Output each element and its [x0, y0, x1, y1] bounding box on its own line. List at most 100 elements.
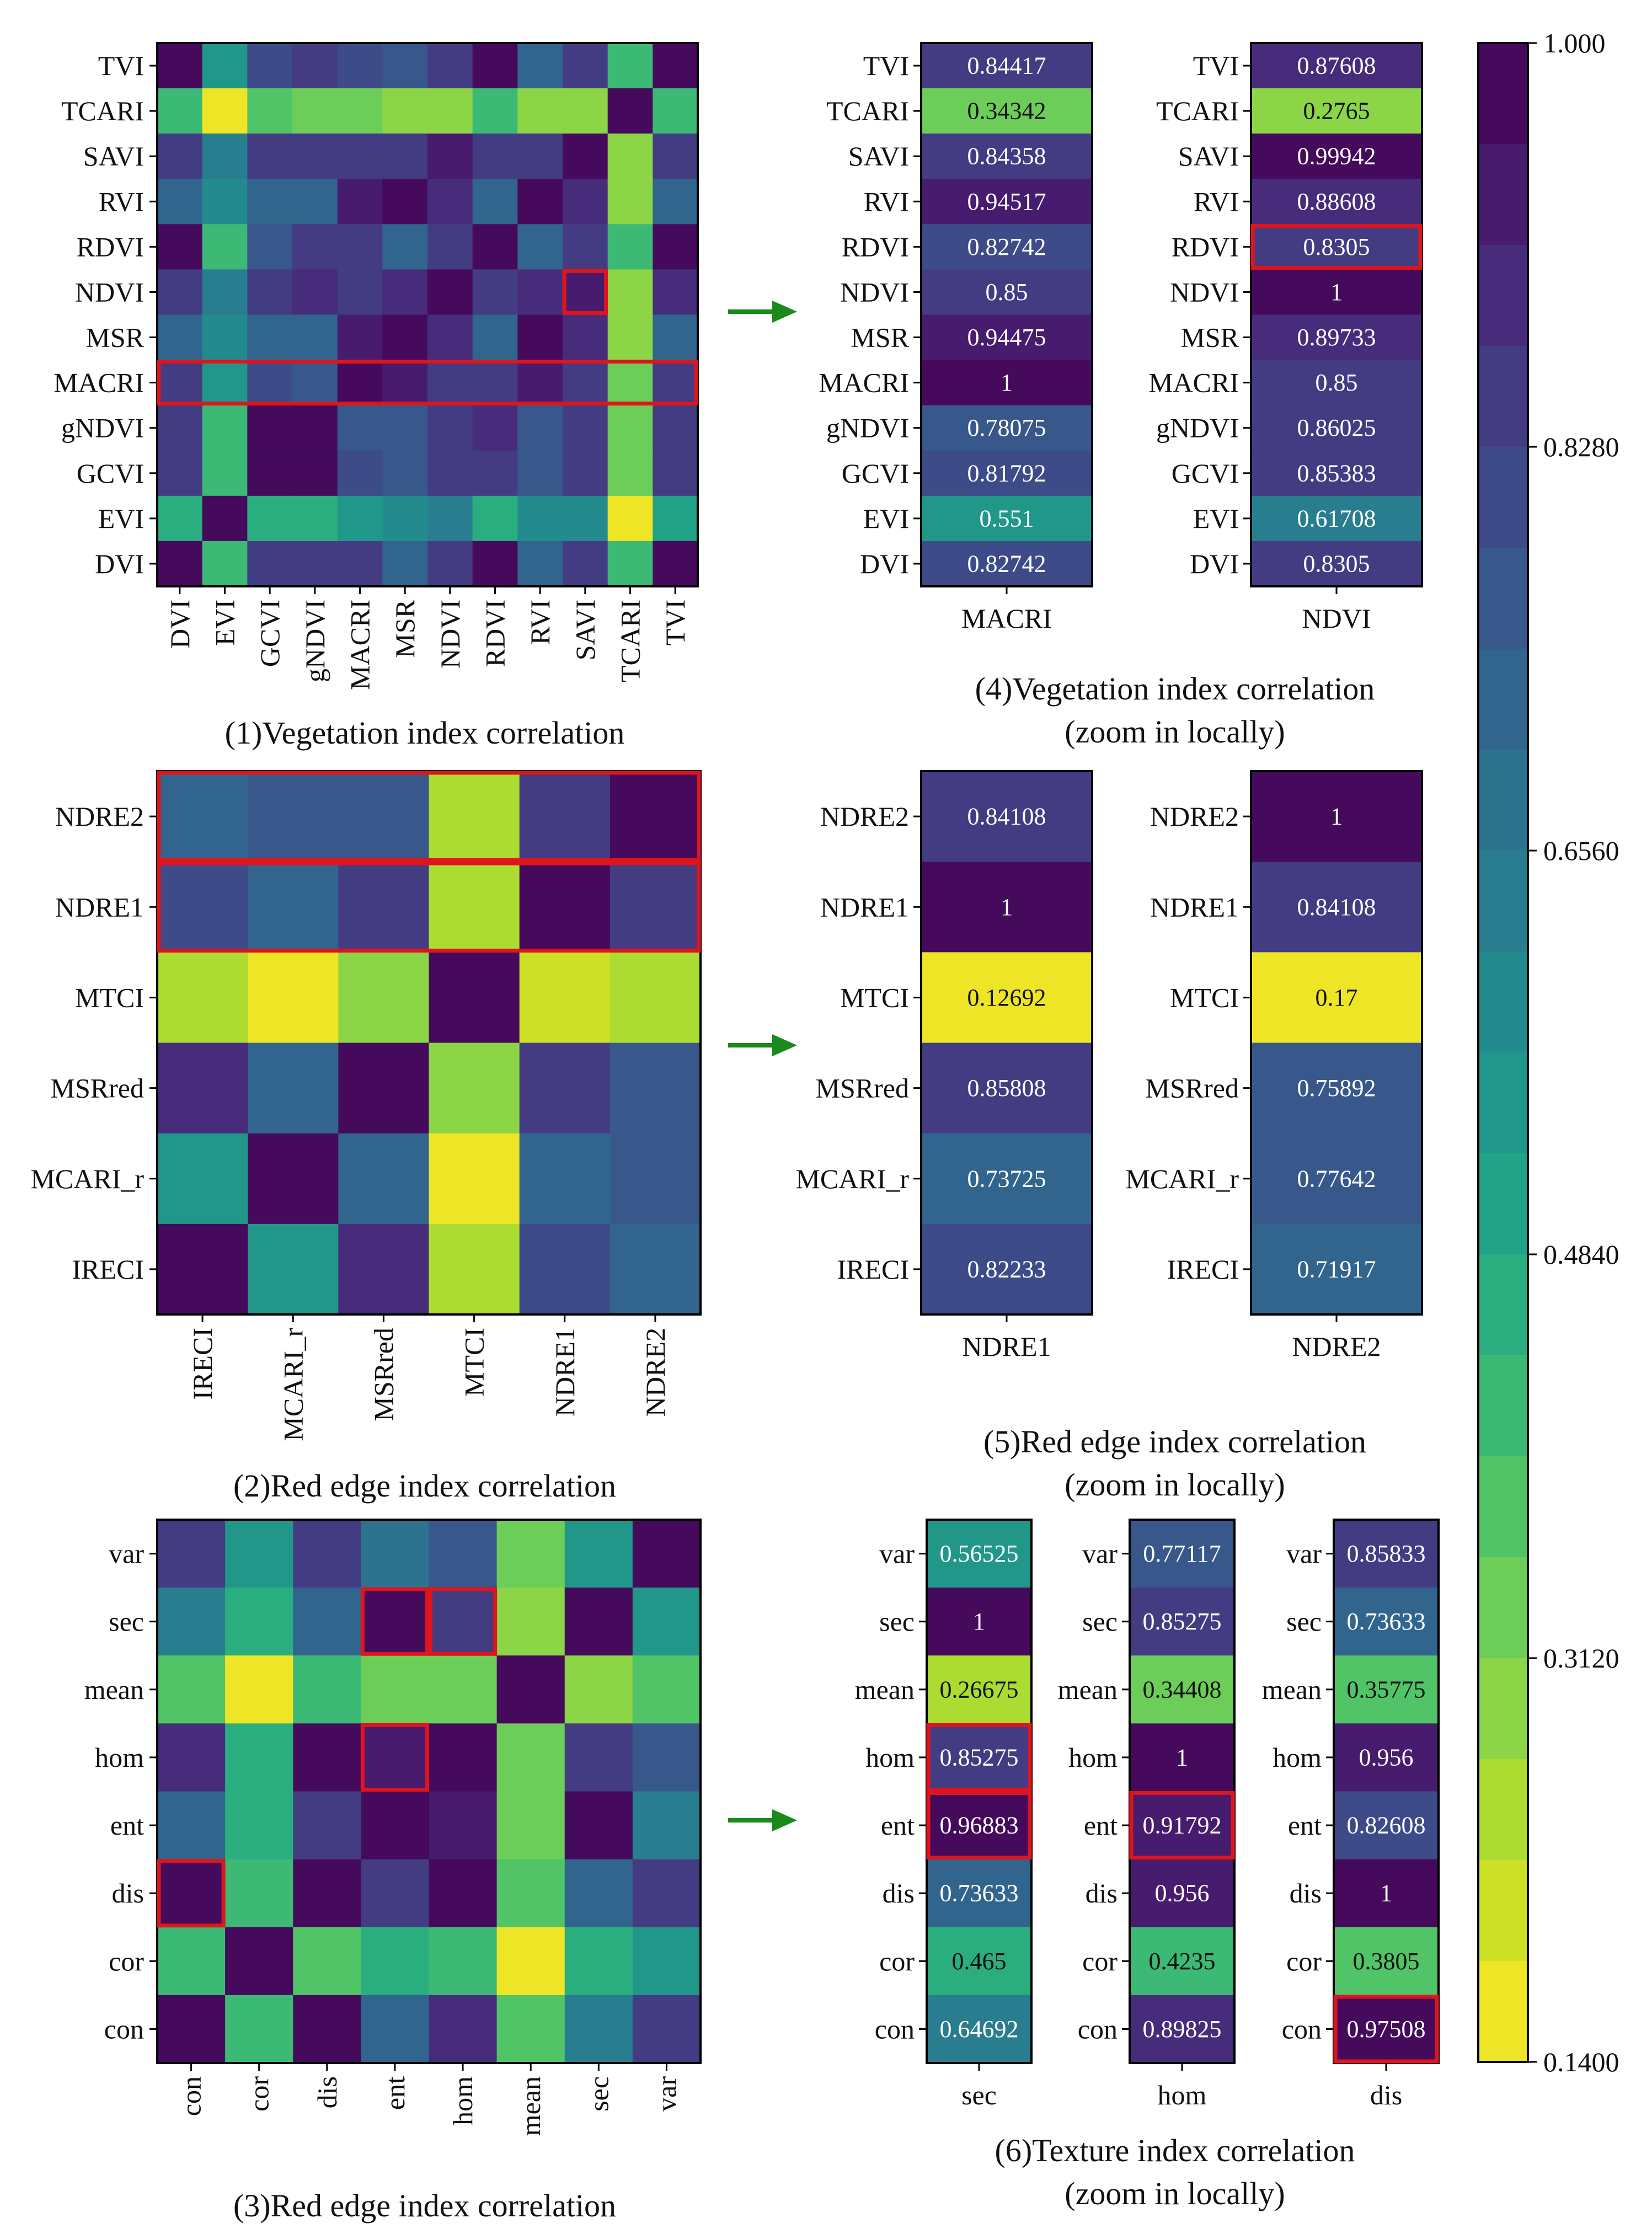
heatmap-cell [248, 1043, 339, 1134]
heatmap-cell [427, 541, 473, 587]
highlight-cell-box [1333, 1995, 1439, 2064]
heatmap-cell [472, 450, 518, 496]
heatmap-cell [338, 952, 430, 1044]
heatmap-cell [361, 1520, 430, 1588]
zoom-cell [1130, 1588, 1234, 1656]
zoom-cell [927, 1520, 1031, 1588]
heatmap-cell [382, 133, 428, 179]
cell-value-label: 1 [1330, 803, 1343, 830]
x-tick-label: NDRE2 [640, 1328, 671, 1417]
caption-panel-1: (1)Vegetation index correlation [149, 712, 701, 755]
y-tick-label: MTCI [75, 982, 144, 1013]
heatmap-cell [429, 1995, 498, 2064]
heatmap-cell [607, 269, 653, 316]
cell-value-label: 1 [973, 1608, 985, 1635]
cell-value-label: 0.17 [1316, 984, 1358, 1011]
cell-value-label: 0.85275 [1143, 1608, 1222, 1635]
heatmap-cell [293, 1859, 361, 1928]
heatmap-cell [607, 450, 653, 496]
heatmap-cell [157, 314, 203, 361]
heatmap-cell [382, 541, 428, 587]
heatmap-cell [382, 224, 428, 270]
heatmap-cell [248, 771, 339, 862]
zoom-cell [921, 495, 1092, 542]
heatmap-cell [496, 1520, 565, 1588]
heatmap-cell [157, 88, 203, 134]
colorbar-tick-label: 1.000 [1543, 28, 1606, 58]
cell-value-label: 0.91792 [1143, 1812, 1222, 1839]
heatmap-cell [382, 360, 428, 406]
heatmap-cell [202, 314, 248, 361]
heatmap-cell [653, 405, 698, 451]
colorbar-segment [1478, 144, 1528, 245]
zoom-cell [1251, 314, 1422, 361]
x-tick-label: con [176, 2076, 207, 2116]
heatmap-red-edge-index: NDRE2 NDRE1 MTCI MSRred MCARI_r IRECI IRECI MCA… [30, 770, 702, 1441]
caption-text: (2)Red edge index correlation [233, 1468, 617, 1504]
heatmap-cell [496, 1723, 565, 1792]
zoom-cell [921, 1043, 1092, 1134]
colorbar-segment [1478, 1961, 1528, 2062]
heatmap-cell [247, 179, 293, 225]
heatmap-cell [607, 314, 653, 361]
heatmap-cell [607, 179, 653, 225]
heatmap-cell [607, 360, 653, 406]
heatmap-cell [361, 1927, 430, 1996]
zoom-cell [1251, 269, 1422, 316]
heatmap-cell [225, 1655, 293, 1724]
heatmap-cell [157, 541, 203, 587]
heatmap-cell [248, 1133, 339, 1225]
zoom-cell [921, 450, 1092, 496]
zoom-cell [1251, 360, 1422, 406]
zoom-cell [1334, 1520, 1439, 1588]
x-tick-label: MACRI [345, 600, 376, 690]
zoom-cell [921, 314, 1092, 361]
y-tick-label: MSRred [816, 1073, 909, 1104]
x-tick-label: MSRred [368, 1328, 399, 1421]
heatmap-cell [427, 495, 473, 542]
highlight-cell-box [926, 1723, 1032, 1792]
zoom-cell [921, 88, 1092, 134]
y-tick-label: IRECI [837, 1254, 909, 1285]
heatmap-cell [293, 1655, 361, 1724]
heatmap-cell [653, 43, 698, 89]
heatmap-cell [427, 43, 473, 89]
y-tick-label: sec [879, 1606, 915, 1637]
heatmap-cell [157, 952, 248, 1044]
heatmap-cell [564, 1859, 633, 1928]
cell-value-label: 0.84417 [967, 52, 1046, 79]
heatmap-cell [361, 1723, 430, 1792]
heatmap-cell [632, 1655, 701, 1724]
highlight-row-box [157, 360, 698, 406]
x-tick-label: MACRI [961, 603, 1052, 634]
y-tick-label: con [875, 2013, 915, 2044]
caption-text: (3)Red edge index correlation [233, 2188, 617, 2224]
y-tick-label: MSRred [51, 1073, 144, 1104]
cell-value-label: 0.12692 [967, 984, 1046, 1011]
y-tick-label: SAVI [83, 141, 144, 172]
caption-panel-3: (3)Red edge index correlation [149, 2184, 701, 2227]
y-tick-label: con [1282, 2013, 1322, 2044]
heatmap-cell [427, 179, 473, 225]
heatmap-cell [429, 1723, 498, 1792]
heatmap-cell [610, 771, 701, 862]
cell-value-label: 0.82742 [967, 233, 1046, 260]
y-tick-label: mean [855, 1674, 915, 1705]
cell-value-label: 0.2765 [1303, 98, 1370, 125]
zoom-cell [1251, 224, 1422, 270]
colorbar-segment [1478, 43, 1528, 145]
heatmap-cell [157, 862, 248, 953]
cell-value-label: 0.82608 [1347, 1812, 1426, 1839]
y-tick-label: NDVI [1170, 276, 1239, 307]
heatmap-cell [563, 495, 608, 542]
heatmap-cell [293, 1791, 361, 1860]
heatmap-cell [653, 450, 698, 496]
heatmap-cell [247, 450, 293, 496]
cell-value-label: 0.77117 [1143, 1540, 1221, 1567]
y-tick-label: con [1078, 2013, 1118, 2044]
caption-line-1: (6)Texture index correlation [995, 2133, 1355, 2168]
y-tick-label: IRECI [72, 1254, 144, 1285]
y-tick-label: mean [1058, 1674, 1118, 1705]
x-tick-label: SAVI [570, 600, 601, 660]
colorbar-segment [1478, 1557, 1528, 1659]
